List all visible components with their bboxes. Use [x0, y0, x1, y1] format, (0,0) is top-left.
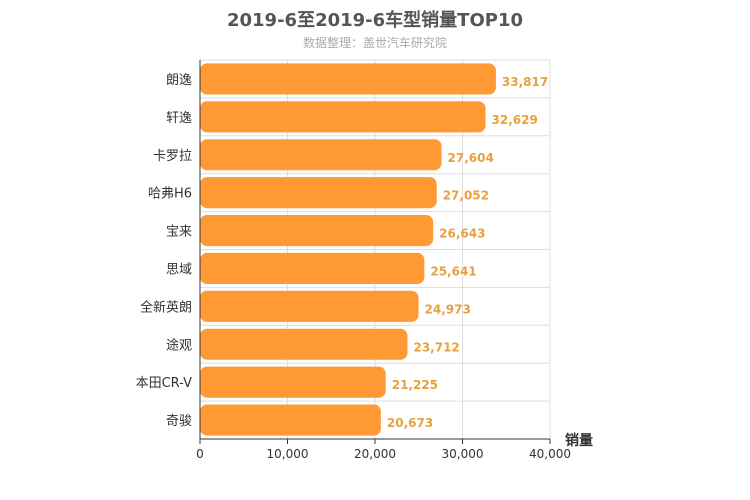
value-label: 24,973: [425, 302, 471, 316]
value-label: 20,673: [387, 416, 433, 430]
bar-3: [200, 139, 442, 171]
value-label: 27,604: [448, 151, 494, 165]
category-label: 哈弗H6: [148, 187, 192, 202]
category-label: 卡罗拉: [153, 149, 192, 164]
bar-4: [200, 177, 437, 209]
value-label: 25,641: [430, 264, 476, 278]
x-tick-label: 30,000: [442, 447, 484, 461]
category-label: 轩逸: [166, 111, 192, 126]
bar-5: [200, 215, 434, 247]
x-tick-label: 40,000: [529, 447, 571, 461]
value-label: 26,643: [439, 227, 485, 241]
chart-subtitle: 数据整理：盖世汽车研究院: [302, 36, 447, 50]
bar-9: [200, 366, 386, 398]
bar-7: [200, 290, 419, 322]
category-label: 本田CR-V: [136, 376, 193, 391]
value-label: 32,629: [492, 113, 538, 127]
category-label: 全新英朗: [140, 299, 192, 315]
chart-title: 2019-6至2019-6车型销量TOP10: [226, 10, 523, 31]
bar-6: [200, 252, 425, 284]
value-label: 27,052: [443, 189, 489, 203]
bar-1: [200, 63, 496, 95]
value-label: 21,225: [392, 378, 438, 392]
value-label: 23,712: [413, 340, 459, 354]
bar-8: [200, 328, 408, 360]
category-label: 奇骏: [166, 413, 192, 429]
bar-2: [200, 101, 486, 133]
x-tick-label: 20,000: [354, 447, 396, 461]
x-axis-title: 销量: [565, 432, 593, 449]
x-tick-label: 0: [196, 447, 204, 461]
category-label: 思域: [166, 262, 192, 277]
bar-10: [200, 404, 381, 436]
category-label: 途观: [166, 337, 192, 353]
value-label: 33,817: [502, 75, 548, 89]
category-label: 朗逸: [166, 73, 192, 88]
category-label: 宝来: [166, 225, 192, 240]
x-tick-label: 10,000: [267, 447, 309, 461]
